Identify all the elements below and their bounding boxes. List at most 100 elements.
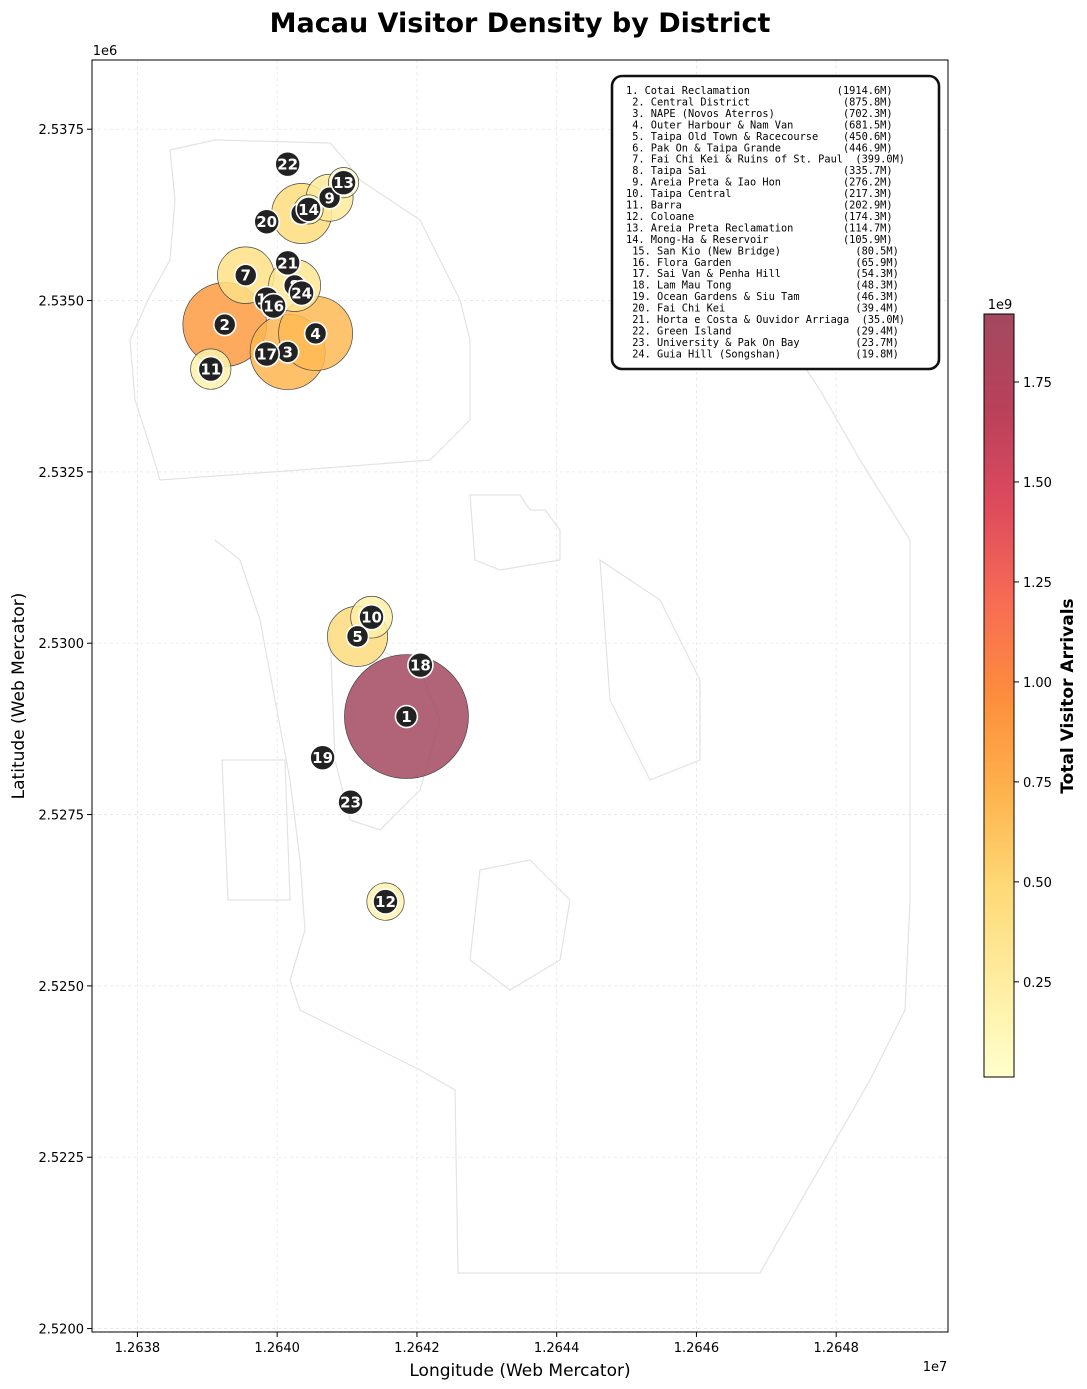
- legend-entry: 17. Sai Van & Penha Hill (54.3M): [626, 268, 899, 280]
- district-marker: [253, 208, 280, 236]
- district-marker: [358, 603, 385, 631]
- district-number: 13: [333, 174, 354, 192]
- colorbar-tick-label: 1.75: [1023, 376, 1052, 391]
- legend-entries: 1. Cotai Reclamation (1914.6M) 2. Centra…: [626, 85, 905, 360]
- district-marker: [274, 249, 301, 277]
- district-number: 23: [340, 794, 361, 812]
- legend-entry: 23. University & Pak On Bay (23.7M): [626, 337, 899, 349]
- legend-entry: 21. Horta e Costa & Ouvidor Arriaga (35.…: [626, 314, 905, 326]
- colorbar-tick-label: 1.50: [1023, 476, 1052, 491]
- district-number: 18: [410, 657, 431, 675]
- district-number: 9: [324, 189, 334, 207]
- x-tick-label: 1.2642: [394, 1341, 440, 1356]
- district-marker: [345, 624, 370, 649]
- y-tick-label: 2.5300: [39, 637, 85, 652]
- map-outline: [129, 139, 911, 1274]
- y-tick-label: 2.5325: [39, 466, 85, 481]
- legend-entry: 9. Areia Preta & Iao Hon (276.2M): [626, 177, 893, 189]
- district-number: 21: [277, 254, 298, 272]
- district-number: 1: [401, 708, 411, 726]
- district-marker: [407, 651, 434, 679]
- legend-entry: 2. Central District (875.8M): [626, 96, 893, 108]
- district-number: 3: [282, 343, 292, 361]
- district-number: 7: [241, 267, 251, 285]
- district-marker: [394, 704, 419, 729]
- district-number: 4: [310, 325, 320, 343]
- colorbar-tick-label: 0.75: [1023, 776, 1052, 791]
- district-marker: [197, 355, 225, 383]
- district-marker: [330, 169, 357, 196]
- district-number: 2: [220, 316, 230, 334]
- y-tick-label: 2.5375: [39, 123, 85, 138]
- plot-frame: [91, 59, 949, 1333]
- district-marker: [274, 150, 301, 178]
- district-marker: [372, 888, 399, 915]
- marker-layer: 123456789101112131415161718192021222324: [197, 150, 434, 915]
- legend-entry: 20. Fai Chi Kei (39.4M): [626, 303, 899, 315]
- y-offset-label: 1e6: [93, 44, 118, 59]
- district-marker: [212, 312, 237, 337]
- colorbar-tick-label: 0.25: [1023, 976, 1052, 991]
- y-tick-label: 2.5250: [39, 980, 85, 995]
- legend-entry: 1. Cotai Reclamation (1914.6M): [626, 85, 893, 97]
- district-number: 11: [200, 361, 221, 379]
- y-tick-label: 2.5350: [39, 295, 85, 310]
- district-number: 12: [375, 893, 396, 911]
- legend-entry: 6. Pak On & Taipa Grande (446.9M): [626, 142, 893, 154]
- colorbar-tick-label: 0.50: [1023, 876, 1052, 891]
- district-number: 5: [352, 628, 362, 646]
- x-offset-label: 1e7: [923, 1360, 948, 1375]
- legend-entry: 22. Green Island (29.4M): [626, 325, 899, 337]
- legend-entry: 11. Barra (202.9M): [626, 200, 893, 212]
- legend-entry: 14. Mong-Ha & Reservoir (105.9M): [626, 234, 893, 246]
- legend-entry: 12. Coloane (174.3M): [626, 211, 893, 223]
- legend-entry: 8. Taipa Sai (335.7M): [626, 165, 893, 177]
- legend-entry: 3. NAPE (Novos Aterros) (702.3M): [626, 108, 893, 120]
- y-axis: 2.5200 2.5225 2.5250 2.5275 2.5300 2.5325 2.53…: [39, 123, 92, 1338]
- district-number: 20: [256, 213, 277, 231]
- district-number: 22: [277, 156, 298, 174]
- district-marker: [233, 263, 258, 287]
- colorbar-scale: [983, 313, 1015, 1078]
- district-marker: [309, 744, 336, 771]
- x-tick-label: 1.2640: [254, 1341, 300, 1356]
- district-number: 10: [361, 609, 382, 627]
- y-axis-label: Latitude (Web Mercator): [9, 593, 29, 800]
- district-marker: [295, 196, 322, 223]
- legend-entry: 7. Fai Chi Kei & Ruins of St. Paul (399.…: [626, 154, 905, 166]
- district-number: 24: [291, 285, 312, 303]
- colorbar-tick-label: 1.00: [1023, 676, 1052, 691]
- district-marker: [253, 340, 280, 368]
- colorbar-label: Total Visitor Arrivals: [1058, 598, 1078, 793]
- district-number: 19: [312, 749, 333, 767]
- district-marker: [260, 292, 287, 320]
- chart-title: Macau Visitor Density by District: [270, 8, 771, 39]
- district-number: 14: [298, 201, 319, 219]
- colorbar-offset-label: 1e9: [988, 298, 1013, 313]
- y-tick-label: 2.5275: [39, 809, 85, 824]
- legend: 1. Cotai Reclamation (1914.6M) 2. Centra…: [610, 74, 941, 371]
- y-tick-label: 2.5200: [39, 1323, 85, 1338]
- x-axis: 1.2638 1.2640 1.2642 1.2644 1.2646 1.2648: [115, 1332, 859, 1356]
- legend-entry: 10. Taipa Central (217.3M): [626, 188, 893, 200]
- colorbar: 0.25 0.50 0.75 1.00 1.25 1.50 1.75 1e9 Total V…: [983, 298, 1078, 1078]
- legend-entry: 13. Areia Preta Reclamation (114.7M): [626, 222, 893, 234]
- y-tick-label: 2.5225: [39, 1151, 85, 1166]
- x-tick-label: 1.2644: [534, 1341, 580, 1356]
- district-marker: [303, 321, 328, 346]
- x-axis-label: Longitude (Web Mercator): [409, 1361, 630, 1381]
- legend-entry: 4. Outer Harbour & Nam Van (681.5M): [626, 119, 893, 131]
- district-number: 16: [263, 298, 284, 316]
- legend-entry: 15. San Kio (New Bridge) (80.5M): [626, 245, 899, 257]
- x-tick-label: 1.2648: [813, 1341, 859, 1356]
- district-marker: [288, 279, 315, 307]
- district-marker: [337, 788, 364, 816]
- colorbar-ticks: 0.25 0.50 0.75 1.00 1.25 1.50 1.75: [1014, 376, 1052, 991]
- x-tick-label: 1.2646: [674, 1341, 720, 1356]
- district-number: 17: [256, 346, 277, 364]
- legend-box: [610, 74, 941, 371]
- x-tick-label: 1.2638: [115, 1341, 161, 1356]
- legend-entry: 18. Lam Mau Tong (48.3M): [626, 280, 899, 292]
- legend-entry: 5. Taipa Old Town & Racecourse (450.6M): [626, 131, 893, 143]
